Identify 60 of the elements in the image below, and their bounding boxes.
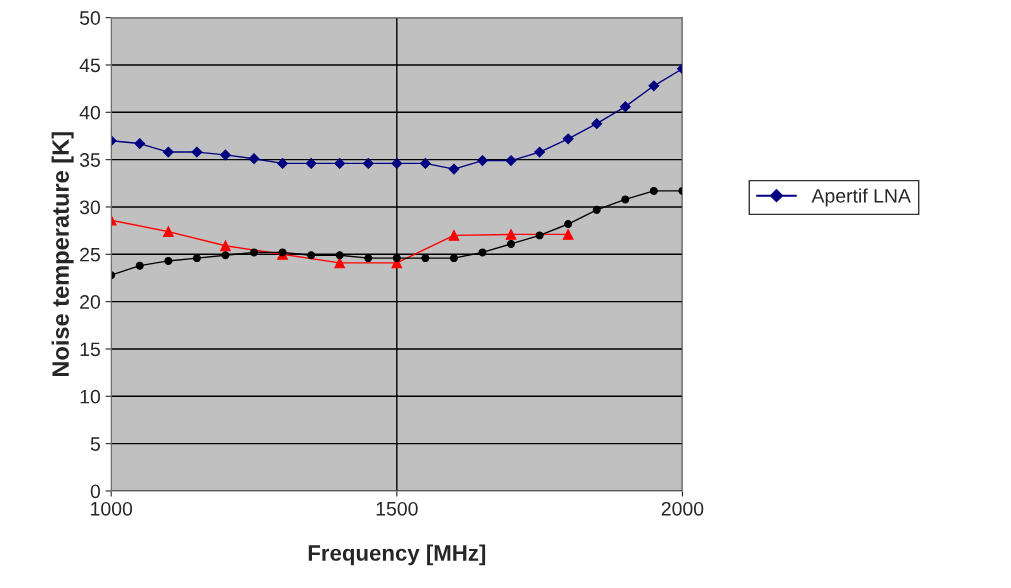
point [392, 254, 401, 263]
point [619, 101, 631, 113]
point [191, 146, 203, 158]
point [564, 220, 573, 229]
y-tick-label: 35 [79, 153, 100, 167]
y-tick-label: 40 [79, 105, 101, 120]
y-tick-label: 5 [90, 437, 100, 451]
point [648, 80, 660, 92]
point [220, 149, 231, 161]
y-tick-label: 30 [79, 200, 101, 215]
y-tick-label: 20 [80, 295, 101, 309]
point [562, 229, 574, 240]
point [192, 254, 201, 263]
point [591, 118, 603, 130]
point [448, 163, 460, 175]
point [162, 146, 174, 158]
point [477, 155, 488, 167]
point [621, 195, 630, 204]
x-tick-label: 2000 [661, 501, 704, 516]
point [535, 231, 544, 240]
point [391, 158, 403, 169]
point [421, 254, 430, 263]
point [478, 248, 487, 257]
point [562, 133, 574, 145]
x-tick-label: 1000 [91, 501, 133, 516]
point [419, 158, 431, 169]
point [305, 158, 317, 169]
x-tick-label: 1500 [376, 501, 418, 516]
point [248, 153, 260, 165]
x-axis-title: Frequency [MHz] [308, 544, 486, 566]
legend-label: Apertif LNA [811, 188, 911, 207]
point [135, 261, 144, 270]
point [220, 240, 231, 252]
point [162, 226, 174, 237]
point [221, 251, 230, 260]
y-axis-title: Noise temperature [K] [51, 132, 74, 377]
point [649, 186, 658, 195]
point [362, 158, 374, 169]
y-tick-label: 10 [80, 389, 101, 404]
y-tick-label: 50 [79, 11, 101, 25]
point [505, 155, 517, 167]
point [592, 205, 601, 214]
point [507, 239, 516, 248]
point [307, 251, 316, 260]
point [505, 229, 517, 240]
y-tick-label: 0 [90, 484, 101, 499]
point [448, 230, 460, 241]
point [164, 256, 173, 265]
y-tick-label: 45 [79, 58, 100, 73]
point [277, 158, 289, 169]
point [534, 146, 546, 158]
y-tick-label: 25 [80, 247, 100, 262]
point [334, 257, 346, 269]
point [250, 248, 259, 257]
point [134, 138, 146, 149]
point [364, 254, 373, 263]
point [335, 251, 344, 260]
point [334, 158, 346, 169]
point [449, 254, 458, 263]
y-tick-label: 15 [80, 342, 100, 357]
